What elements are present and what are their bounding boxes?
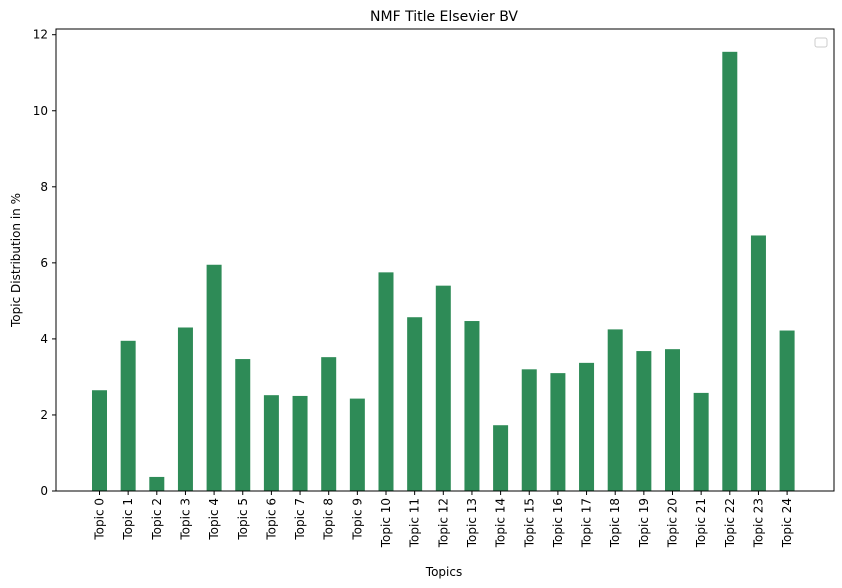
y-tick-label: 6 (40, 256, 48, 270)
y-tick-label: 0 (40, 484, 48, 498)
x-tick-label: Topic 6 (264, 498, 278, 541)
x-tick-label: Topic 22 (723, 498, 737, 548)
y-tick-label: 2 (40, 408, 48, 422)
x-tick-label: Topic 5 (236, 498, 250, 541)
bar-topic-1 (120, 340, 136, 491)
x-tick-label: Topic 12 (436, 498, 450, 548)
bar-topic-13 (464, 321, 480, 491)
x-tick-label: Topic 21 (694, 498, 708, 548)
x-tick-label: Topic 18 (608, 498, 622, 548)
bar-topic-16 (550, 373, 566, 491)
bar-topic-10 (378, 272, 394, 491)
x-axis-ticks: Topic 0 Topic 1 Topic 2 Topic 3 Topic 4 Topic… (93, 491, 794, 548)
y-tick-label: 8 (40, 180, 48, 194)
x-tick-label: Topic 15 (522, 498, 536, 548)
bar-topic-22 (722, 51, 738, 491)
x-tick-label: Topic 11 (408, 498, 422, 548)
bar-topic-15 (521, 369, 537, 491)
bar-topic-2 (149, 476, 165, 491)
x-tick-label: Topic 24 (780, 498, 794, 548)
x-tick-label: Topic 3 (178, 498, 192, 541)
bars-group (92, 51, 795, 491)
legend-box (814, 37, 828, 48)
x-axis-label: Topics (425, 565, 462, 579)
bar-topic-21 (693, 392, 709, 491)
y-axis-label: Topic Distribution in % (9, 193, 23, 328)
bar-topic-9 (349, 398, 365, 491)
x-tick-label: Topic 23 (751, 498, 765, 548)
x-tick-label: Topic 17 (580, 498, 594, 548)
bar-topic-24 (779, 330, 795, 491)
bar-topic-5 (235, 359, 251, 491)
plot-frame (55, 28, 835, 492)
x-tick-label: Topic 19 (637, 498, 651, 548)
bar-topic-18 (607, 329, 623, 491)
bar-topic-12 (435, 285, 451, 491)
x-tick-label: Topic 16 (551, 498, 565, 548)
bar-topic-6 (263, 395, 279, 491)
y-tick-label: 4 (40, 332, 48, 346)
x-tick-label: Topic 7 (293, 498, 307, 541)
bar-topic-11 (407, 317, 423, 491)
bar-topic-7 (292, 395, 308, 491)
x-tick-label: Topic 10 (379, 498, 393, 548)
bar-topic-14 (493, 425, 509, 491)
x-tick-label: Topic 4 (207, 498, 221, 541)
bar-topic-23 (750, 235, 766, 491)
bar-topic-3 (177, 327, 193, 491)
x-tick-label: Topic 1 (121, 498, 135, 541)
bar-topic-4 (206, 264, 222, 491)
bar-topic-8 (321, 357, 337, 491)
y-tick-label: 12 (33, 28, 48, 42)
y-axis-ticks: 0 2 4 6 8 10 12 (33, 28, 56, 498)
y-tick-label: 10 (33, 104, 48, 118)
x-tick-label: Topic 0 (93, 498, 107, 541)
bar-topic-17 (579, 362, 595, 491)
x-tick-label: Topic 8 (322, 498, 336, 541)
bar-topic-20 (665, 349, 680, 491)
x-tick-label: Topic 2 (150, 498, 164, 541)
bar-topic-0 (92, 390, 107, 491)
x-tick-label: Topic 14 (494, 498, 508, 548)
chart-title: NMF Title Elsevier BV (370, 9, 518, 25)
x-tick-label: Topic 9 (350, 498, 364, 541)
x-tick-label: Topic 20 (666, 498, 680, 548)
bar-topic-19 (636, 351, 652, 491)
x-tick-label: Topic 13 (465, 498, 479, 548)
